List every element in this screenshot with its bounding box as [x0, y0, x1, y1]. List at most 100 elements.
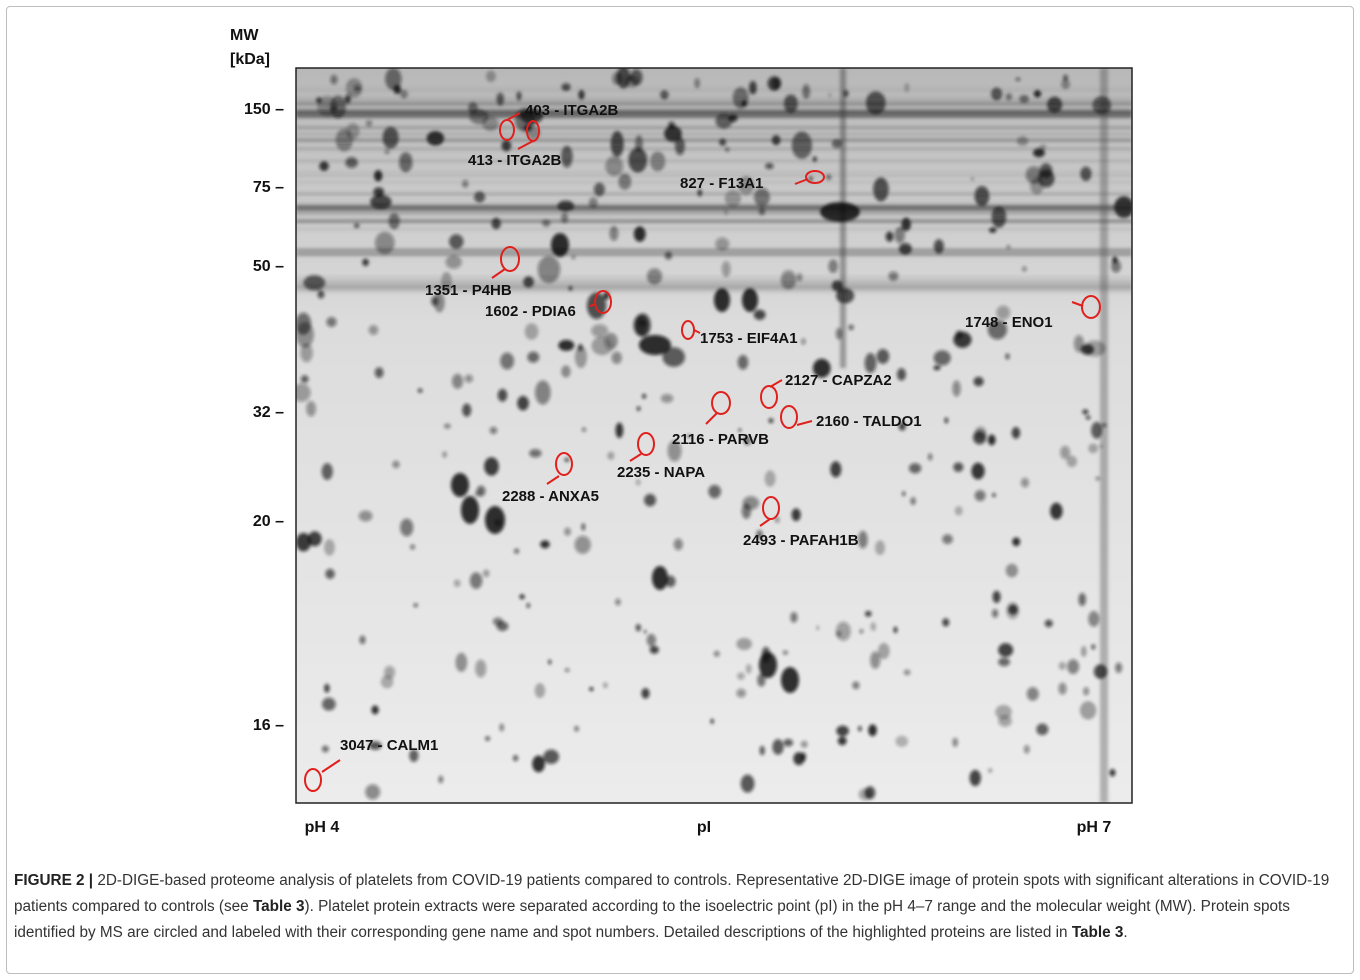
spot — [385, 68, 402, 91]
spot — [835, 287, 855, 304]
spot — [442, 451, 448, 458]
spot — [714, 288, 730, 312]
streak — [296, 287, 1132, 290]
spot — [944, 417, 949, 424]
spot — [953, 462, 964, 473]
streak — [296, 138, 1132, 143]
spot — [1016, 136, 1029, 147]
spot — [828, 259, 839, 274]
spot — [830, 461, 842, 478]
spot — [368, 741, 382, 750]
spot — [455, 652, 468, 672]
spot — [858, 725, 862, 732]
table-ref: Table 3 — [1071, 924, 1124, 941]
spot — [765, 162, 774, 170]
streak — [296, 97, 1132, 101]
spot — [517, 395, 529, 411]
streak — [296, 283, 1132, 287]
spot — [475, 659, 487, 678]
spot — [1005, 563, 1019, 578]
caption-label: FIGURE 2 | — [14, 872, 94, 889]
y-tick-label: 16 – — [253, 717, 284, 734]
spot — [1058, 661, 1066, 670]
spot — [543, 749, 560, 764]
spot — [955, 330, 963, 339]
streak — [296, 87, 1132, 89]
spot — [1033, 89, 1042, 98]
spot — [616, 68, 631, 89]
spot — [611, 351, 622, 364]
leader-line — [769, 379, 783, 388]
spot — [721, 261, 731, 278]
spot — [724, 209, 728, 216]
spot — [995, 704, 1012, 720]
spot — [564, 457, 570, 462]
spot — [358, 510, 373, 522]
spot — [438, 775, 444, 784]
caption: FIGURE 2 | 2D-DIGE-based proteome analys… — [14, 868, 1344, 946]
spot — [781, 667, 799, 693]
spot — [1092, 96, 1112, 115]
spot — [988, 768, 993, 773]
spot — [325, 568, 335, 580]
spot — [715, 237, 730, 251]
spot — [780, 270, 797, 290]
spot — [1114, 196, 1132, 219]
spot — [319, 161, 329, 172]
spot — [992, 590, 1001, 604]
spot — [894, 226, 905, 244]
spot — [615, 422, 624, 439]
streak — [296, 175, 1132, 177]
streak — [296, 205, 1132, 211]
spot — [496, 92, 505, 107]
spot — [831, 280, 843, 292]
spot — [561, 365, 571, 378]
spot — [589, 687, 594, 692]
spot — [660, 393, 674, 403]
spot — [561, 145, 573, 168]
spot — [644, 493, 657, 507]
spot — [1061, 79, 1071, 90]
spot — [345, 157, 358, 168]
spot — [970, 176, 975, 181]
spot — [837, 736, 847, 746]
spot — [1050, 502, 1063, 520]
spot — [768, 418, 774, 424]
spot — [461, 496, 479, 524]
spot — [330, 74, 338, 85]
spot — [652, 566, 668, 590]
spot — [523, 276, 535, 288]
streak — [296, 107, 1132, 111]
spot — [1091, 644, 1096, 650]
spot — [753, 309, 766, 320]
spot — [481, 116, 499, 131]
spot — [991, 609, 999, 618]
spot — [1110, 260, 1122, 273]
spot — [843, 89, 849, 98]
x-axis-label: pH 7 — [1077, 819, 1112, 836]
table-ref: Table 3 — [252, 898, 305, 915]
y-tick-label: 150 – — [244, 101, 284, 118]
spot — [485, 736, 491, 741]
spot — [568, 285, 573, 291]
spot — [697, 189, 703, 197]
spot — [445, 255, 462, 269]
spot — [876, 349, 890, 364]
spot — [904, 83, 910, 93]
spot-label: 2116 - PARVB — [672, 431, 769, 448]
spot — [1080, 344, 1094, 355]
spot — [816, 625, 820, 631]
spot — [514, 548, 520, 554]
x-axis-label: pH 4 — [305, 819, 340, 836]
spot — [710, 718, 714, 724]
spot — [534, 683, 546, 699]
spot — [933, 350, 951, 366]
spot — [870, 622, 877, 632]
spot — [783, 738, 794, 747]
spot — [831, 139, 843, 149]
spot — [296, 383, 311, 402]
spot — [453, 579, 461, 587]
spot — [409, 749, 419, 762]
gel-spots — [296, 68, 1132, 803]
spot — [910, 497, 916, 506]
